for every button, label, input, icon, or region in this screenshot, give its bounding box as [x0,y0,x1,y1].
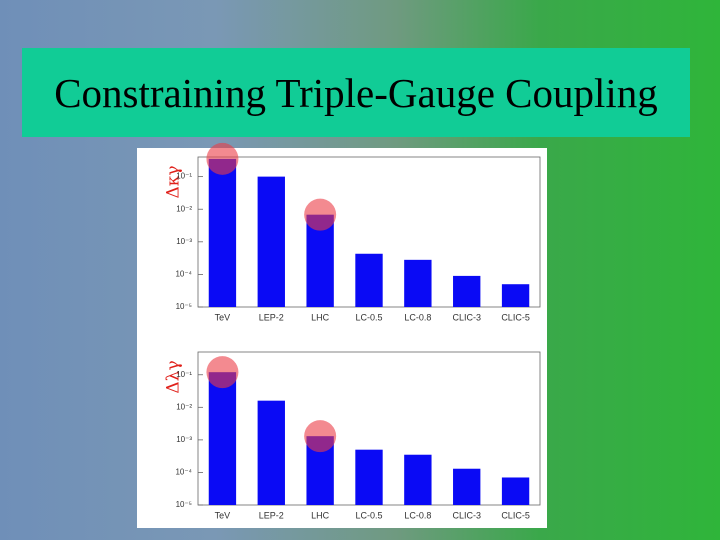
slide-title: Constraining Triple-Gauge Coupling [54,69,658,116]
x-tick-label: LC-0.8 [404,510,431,520]
highlight-circle [206,142,239,175]
y-axis-label: Δλγ [164,360,184,393]
bar [257,176,285,307]
y-tick-label: 10⁻² [176,204,192,213]
bar [453,275,481,307]
x-tick-label: LC-0.5 [355,312,382,322]
x-tick-label: LHC [311,510,330,520]
bar [355,253,383,307]
bar [404,454,432,505]
highlight-circle [304,198,337,231]
x-tick-label: LEP-2 [259,312,284,322]
y-tick-label: 10⁻² [176,402,192,411]
x-tick-label: TeV [215,510,231,520]
y-tick-label: 10⁻⁵ [176,302,192,311]
x-tick-label: LC-0.5 [355,510,382,520]
bar [501,477,530,505]
bar [208,372,237,505]
y-tick-label: 10⁻⁴ [175,270,192,279]
y-tick-label: 10⁻⁵ [176,500,192,509]
x-tick-label: CLIC-5 [501,312,530,322]
highlight-circle [206,356,239,389]
x-tick-label: LC-0.8 [404,312,431,322]
bar [453,468,481,505]
x-tick-label: CLIC-3 [452,312,481,322]
chart-background [137,148,547,528]
bar [355,449,383,505]
y-axis-label: Δκγ [164,165,184,198]
x-tick-label: CLIC-3 [452,510,481,520]
bar [208,158,237,307]
x-tick-label: LEP-2 [259,510,284,520]
x-tick-label: TeV [215,312,231,322]
x-tick-label: CLIC-5 [501,510,530,520]
x-tick-label: LHC [311,312,330,322]
y-tick-label: 10⁻⁴ [175,468,192,477]
y-tick-label: 10⁻³ [176,237,192,246]
highlight-circle [304,420,337,453]
y-tick-label: 10⁻¹ [176,172,192,181]
y-tick-label: 10⁻³ [176,435,192,444]
bar [404,259,432,307]
bar [501,284,530,307]
title-box: Constraining Triple-Gauge Coupling [22,48,690,137]
y-tick-label: 10⁻¹ [176,370,192,379]
bar [257,400,285,505]
